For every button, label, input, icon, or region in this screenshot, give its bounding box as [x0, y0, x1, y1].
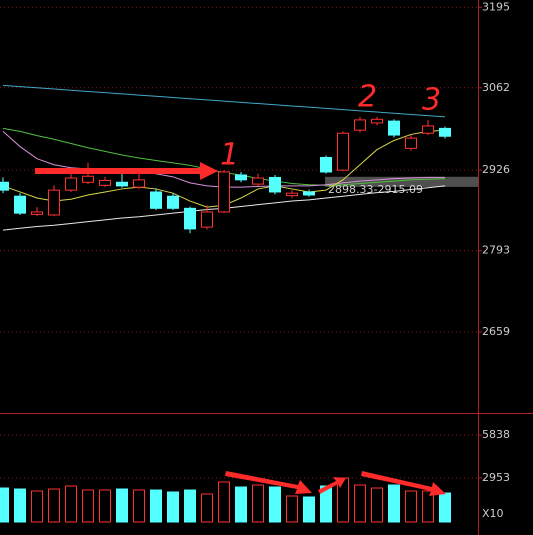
volume-bar: [269, 486, 281, 523]
volume-bar: [405, 490, 417, 523]
volume-bar: [235, 486, 247, 523]
y-tick-label: 2926: [482, 163, 510, 176]
candle-body: [133, 179, 145, 188]
candle-body: [82, 175, 94, 183]
candle-body: [116, 181, 128, 187]
candle-body: [65, 177, 77, 191]
annotation: 1: [220, 138, 239, 173]
volume-bar: [320, 485, 332, 523]
candle-body: [235, 174, 247, 181]
candle-body: [286, 192, 298, 197]
volume-bar: [371, 487, 383, 523]
volume-bar: [150, 489, 162, 523]
volume-bar: [422, 490, 434, 523]
y-tick-label: 2953: [482, 471, 510, 484]
volume-unit-label: X10: [482, 507, 504, 520]
candle-body: [388, 120, 400, 136]
candle-body: [269, 176, 281, 193]
candle-body: [218, 171, 230, 213]
arrow: [35, 162, 218, 180]
volume-bar: [116, 488, 128, 523]
arrow: [361, 471, 446, 496]
volume-bar: [48, 488, 60, 523]
moving-average-line: [2, 84, 446, 118]
y-tick-label: 2793: [482, 244, 510, 257]
candle-body: [405, 137, 417, 149]
volume-bar: [303, 496, 315, 523]
candle-body: [48, 189, 60, 216]
volume-bar: [286, 495, 298, 523]
volume-bar: [218, 481, 230, 523]
arrow: [318, 477, 346, 494]
y-tick-label: 5838: [482, 428, 510, 441]
arrows: [35, 162, 446, 496]
volume-bar: [167, 491, 179, 523]
candle-body: [354, 119, 366, 131]
candle-body: [439, 127, 451, 137]
volume-bar: [0, 487, 9, 523]
candle-body: [371, 118, 383, 124]
plot-area: 3195 3062 2926 2793 2659 2898.33-2915.09 5838 2…: [0, 0, 510, 523]
volume-bar: [439, 492, 451, 523]
volume-bar: [14, 488, 26, 523]
candle-body: [0, 181, 9, 191]
y-tick-label: 3195: [482, 0, 510, 13]
volume-bar: [82, 489, 94, 523]
volume-bar: [133, 489, 145, 523]
candle-body: [252, 177, 264, 185]
arrow: [225, 471, 312, 494]
candle-body: [14, 195, 26, 214]
y-tick-label: 3062: [482, 81, 510, 94]
range-label: 2898.33-2915.09: [328, 183, 423, 196]
volume-bar: [65, 485, 77, 523]
volume-bar: [388, 484, 400, 523]
candle-body: [31, 211, 43, 215]
volume-bar: [99, 489, 111, 523]
candle-body: [303, 191, 315, 196]
volume-bar: [252, 484, 264, 523]
candle-body: [167, 195, 179, 209]
volume-bar: [201, 493, 213, 523]
y-tick-label: 2659: [482, 325, 510, 338]
annotation: 2: [358, 80, 377, 115]
volume-bar: [354, 484, 366, 523]
candle-body: [201, 211, 213, 228]
range-band: [325, 176, 478, 187]
candle-body: [150, 191, 162, 209]
candle-body: [99, 179, 111, 186]
volume-bar: [184, 489, 196, 523]
volume-bar: [31, 490, 43, 523]
candle-body: [320, 156, 332, 173]
candle-body: [422, 125, 434, 134]
candle-body: [184, 207, 196, 230]
candle-body: [337, 132, 349, 171]
annotation: 3: [422, 83, 441, 118]
